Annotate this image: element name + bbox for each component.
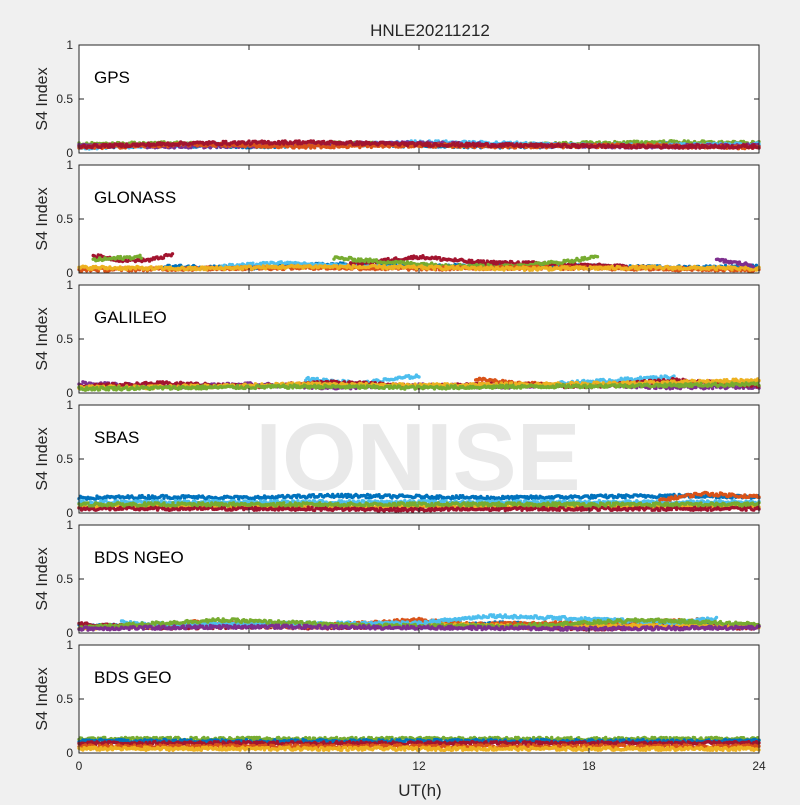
data-point — [171, 252, 174, 255]
data-point — [456, 141, 459, 144]
data-point — [112, 145, 115, 148]
panel-label: GPS — [94, 68, 130, 87]
y-tick-label: 1 — [66, 38, 73, 52]
y-tick-label: 0.5 — [56, 92, 73, 106]
panel-background — [79, 45, 759, 153]
data-point — [140, 256, 143, 259]
chart-title: HNLE20211212 — [370, 21, 490, 40]
y-axis-label: S4 Index — [34, 67, 51, 130]
x-axis-label: UT(h) — [398, 781, 441, 800]
data-point — [596, 255, 599, 258]
data-point — [694, 146, 697, 149]
